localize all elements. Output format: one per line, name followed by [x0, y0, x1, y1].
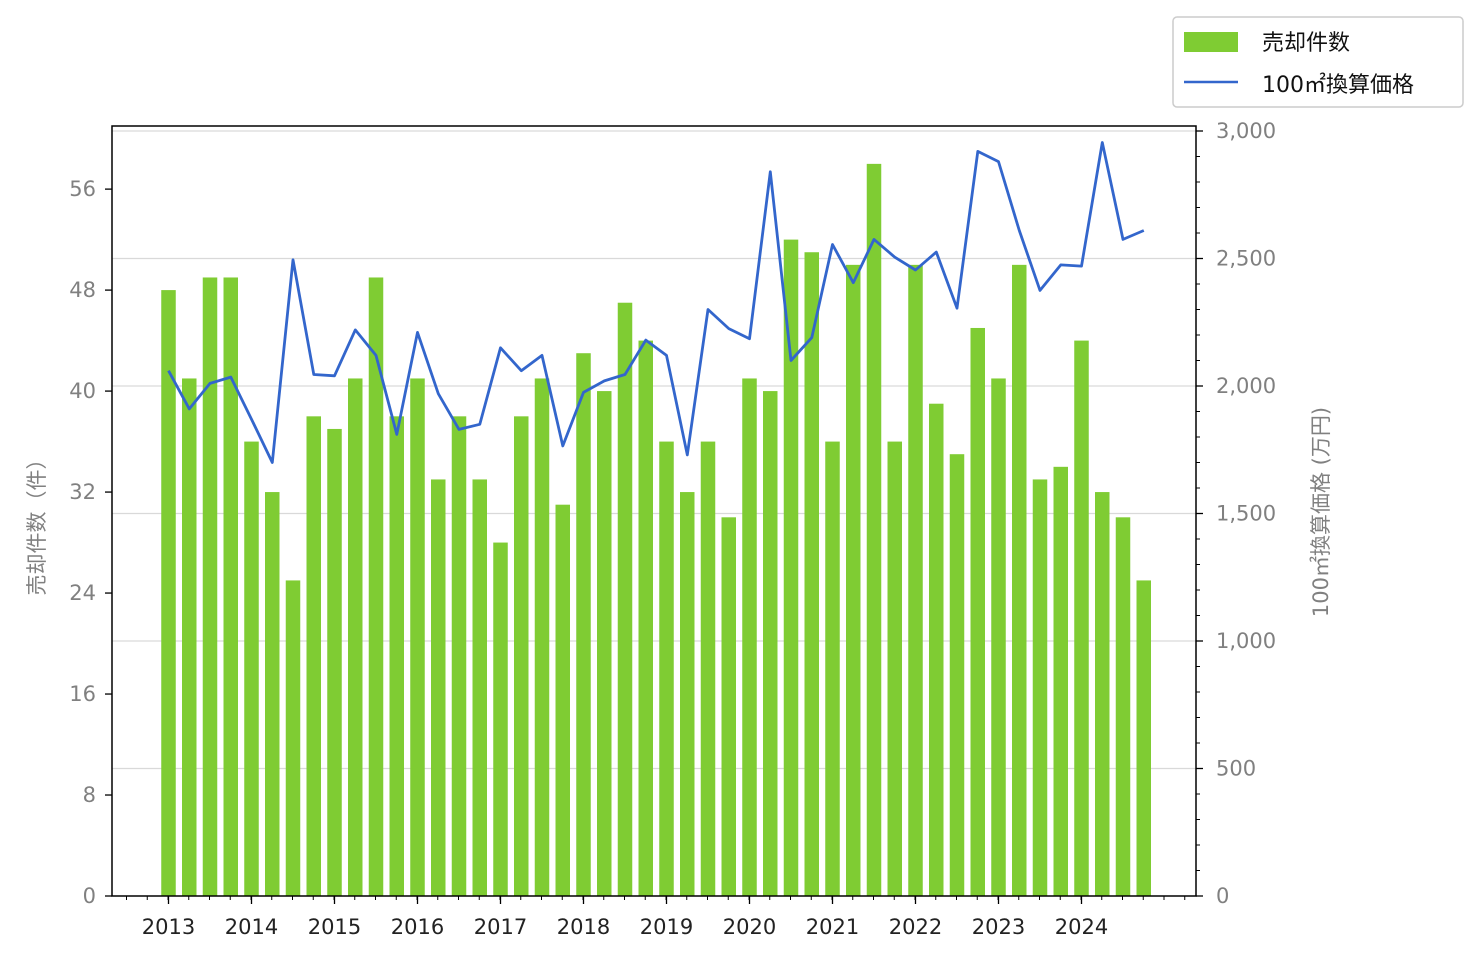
bar — [700, 441, 716, 896]
price-line — [167, 141, 1145, 464]
bar — [887, 441, 902, 896]
bar — [555, 504, 570, 896]
bar — [783, 239, 799, 896]
bar — [1012, 264, 1027, 897]
right-tick-label: 3,000 — [1216, 119, 1276, 143]
bar — [410, 378, 425, 897]
bar — [285, 580, 301, 896]
bar — [576, 353, 591, 896]
left-tick-label: 40 — [69, 379, 96, 403]
right-tick-label: 0 — [1216, 884, 1229, 908]
x-tick-label: 2017 — [474, 915, 527, 939]
bar — [763, 391, 778, 896]
bar — [348, 378, 363, 897]
bar — [1136, 580, 1151, 896]
bar — [161, 290, 176, 896]
legend: 売却件数 100㎡換算価格 — [1172, 16, 1464, 108]
line-series — [167, 141, 1145, 464]
right-tick-label: 1,500 — [1216, 502, 1276, 526]
x-tick-label: 2022 — [889, 915, 942, 939]
legend-label-bars: 売却件数 — [1262, 31, 1350, 56]
bar — [804, 252, 819, 897]
bar — [929, 403, 944, 896]
right-tick-label: 1,000 — [1216, 629, 1276, 653]
right-tick-label: 2,000 — [1216, 374, 1276, 398]
plot-frame — [111, 125, 1197, 897]
x-tick-label: 2013 — [142, 915, 195, 939]
bar — [1074, 340, 1089, 896]
bar — [265, 492, 280, 896]
x-tick-label: 2021 — [806, 915, 859, 939]
x-axis: 2013 2014 2015 2016 2017 2018 2019 2020 2021 2022… — [126, 896, 1186, 939]
left-tick-label: 56 — [69, 177, 96, 201]
left-tick-label: 32 — [69, 480, 96, 504]
bar — [451, 416, 467, 896]
left-tick-label: 48 — [69, 278, 96, 302]
bar — [223, 277, 238, 896]
bar — [534, 378, 550, 897]
left-tick-label: 8 — [83, 783, 96, 807]
bar — [431, 479, 446, 896]
bar — [742, 378, 757, 897]
bar — [306, 416, 321, 896]
bar — [493, 542, 508, 896]
bar — [368, 277, 384, 896]
left-tick-label: 16 — [69, 682, 96, 706]
x-tick-label: 2023 — [972, 915, 1025, 939]
x-tick-label: 2018 — [557, 915, 610, 939]
x-tick-label: 2024 — [1055, 915, 1108, 939]
bar — [638, 340, 653, 896]
bar — [659, 441, 674, 896]
bar — [597, 391, 612, 896]
bar — [680, 492, 695, 896]
bar — [617, 302, 633, 896]
bar-series — [161, 163, 1151, 897]
bar — [1032, 479, 1048, 896]
bar — [472, 479, 487, 896]
bar — [514, 416, 529, 896]
bar — [825, 441, 840, 896]
legend-box — [1172, 16, 1464, 108]
bar — [949, 454, 965, 896]
bar — [202, 277, 218, 896]
right-axis-title: 100㎡換算価格 (万円) — [1309, 407, 1333, 617]
x-tick-label: 2019 — [640, 915, 693, 939]
x-tick-label: 2015 — [308, 915, 361, 939]
x-tick-label: 2016 — [391, 915, 444, 939]
bar — [991, 378, 1006, 897]
bar — [389, 416, 404, 896]
x-tick-label: 2014 — [225, 915, 278, 939]
legend-bar-swatch — [1184, 32, 1238, 52]
right-tick-label: 500 — [1216, 757, 1256, 781]
bar — [908, 264, 923, 897]
right-tick-label: 2,500 — [1216, 247, 1276, 271]
legend-label-line: 100㎡換算価格 — [1262, 72, 1414, 98]
bar — [1115, 517, 1131, 896]
bar — [721, 517, 736, 896]
bar — [244, 441, 259, 896]
bar — [1053, 466, 1068, 896]
bar — [1095, 492, 1110, 896]
left-tick-label: 24 — [69, 581, 96, 605]
bar — [182, 378, 197, 897]
left-axis-title: 売却件数（件） — [25, 449, 49, 596]
bar — [866, 163, 882, 897]
left-axis: 0 8 16 24 32 40 48 56 — [69, 177, 112, 908]
x-tick-label: 2020 — [723, 915, 776, 939]
bar — [970, 327, 985, 896]
bar — [327, 428, 342, 896]
right-axis: 0 500 1,000 1,500 2,000 2,500 3,000 — [1196, 119, 1276, 908]
bar — [846, 264, 861, 897]
left-tick-label: 0 — [83, 884, 96, 908]
